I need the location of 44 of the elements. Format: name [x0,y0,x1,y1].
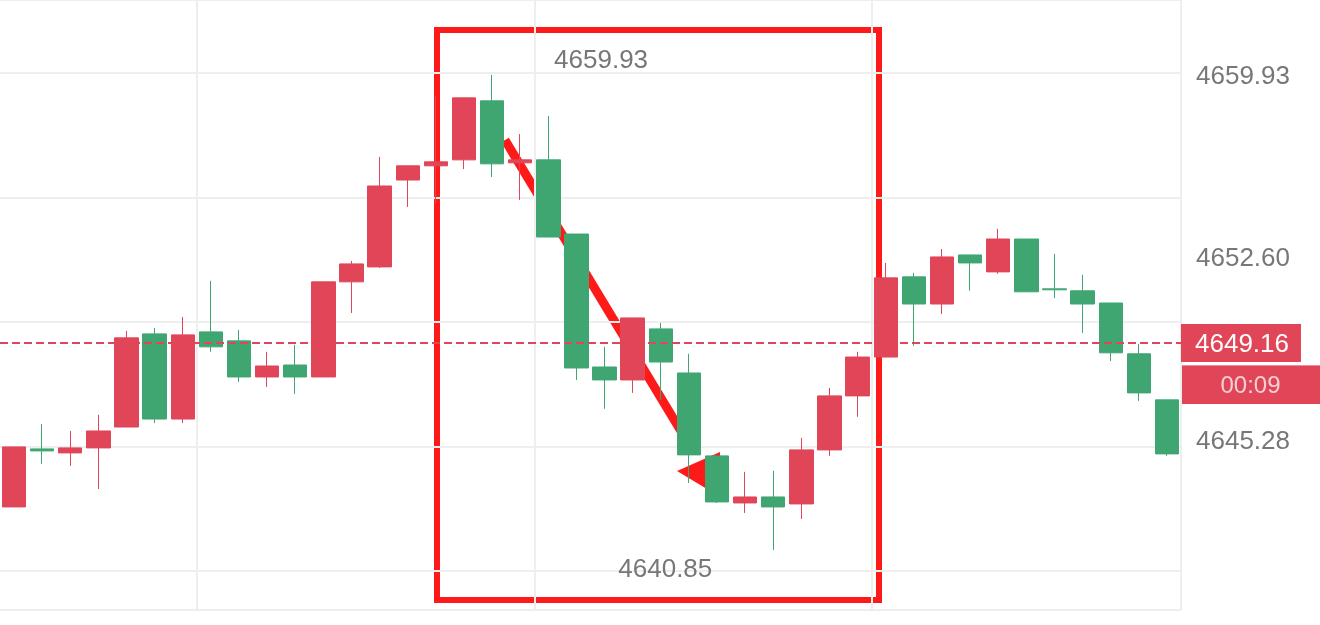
candlestick [761,470,785,551]
candlestick [930,248,954,315]
candlestick [480,74,504,178]
candlestick [649,322,673,401]
candlestick [1042,253,1067,299]
candlestick [339,260,364,314]
candlestick [396,165,420,208]
candlestick [705,455,729,504]
candlestick [1070,274,1095,334]
candlestick [536,115,561,238]
candlestick [677,353,701,484]
candlestick [199,280,223,353]
candlestick [1014,238,1039,293]
candlestick [1127,343,1151,402]
candlestick [255,351,279,388]
candlestick [817,387,842,457]
candlestick [367,156,392,269]
annotation: 4659.93 [554,43,649,74]
ref-line-label: 4649.16 [1195,328,1289,359]
candlestick [1099,302,1123,362]
candlestick [424,95,448,205]
candlestick [452,97,476,170]
candlestick [564,233,589,381]
y-tick-label: 4652.60 [1196,242,1290,273]
candlestick [789,437,814,520]
candlestick [2,446,26,508]
candlestick [86,414,111,490]
candlestick [958,254,982,292]
candlestick [58,430,82,467]
candlestick [30,423,54,465]
candlestick [283,344,307,395]
candlestick [986,228,1010,275]
candlestick [142,327,167,424]
candlestick [227,329,251,383]
candlestick [902,272,926,347]
candlestick [845,351,870,418]
candlestick [733,471,757,514]
y-tick-label: 4659.93 [1196,59,1290,90]
candlestick [592,346,617,410]
y-tick-label: 4645.28 [1196,424,1290,455]
candlestick [1155,399,1179,457]
annotation: 4640.85 [618,553,713,583]
candlestick [508,133,532,201]
text: 00:09 [1181,365,1320,405]
